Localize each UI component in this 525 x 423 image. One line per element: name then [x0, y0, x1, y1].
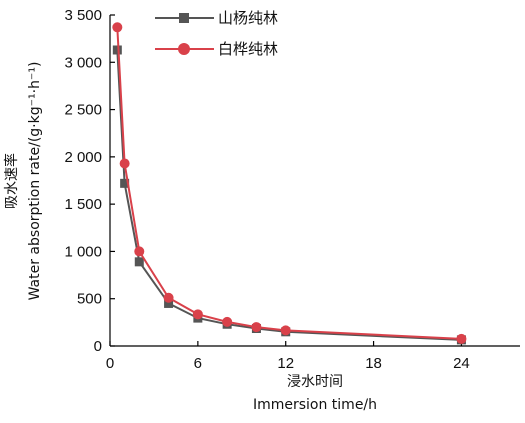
data-point-series-2 [251, 322, 262, 333]
y-axis-label-en: Water absorption rate/(g·kg⁻¹·h⁻¹) [27, 62, 43, 301]
data-point-series-1 [164, 298, 174, 308]
x-ticks: 0 6 12 18 24 [106, 341, 470, 372]
y-ticks: 0 500 1 000 1 500 2 000 2 500 3 000 3 500 [64, 7, 115, 355]
data-point-series-1 [112, 45, 122, 55]
legend: 山杨纯林 白桦纯林 [155, 9, 278, 58]
data-point-series-2 [134, 246, 145, 257]
data-point-series-2 [222, 316, 233, 327]
data-point-series-2 [192, 309, 203, 320]
y-tick-label: 0 [94, 338, 102, 355]
x-tick-label: 6 [194, 355, 202, 372]
legend-item-series-2: 白桦纯林 [155, 40, 278, 58]
legend-label-series-1: 山杨纯林 [218, 9, 278, 27]
legend-square-marker [179, 13, 189, 23]
legend-label-series-2: 白桦纯林 [218, 40, 278, 58]
y-axis-label-cn: 吸水速率 [3, 153, 20, 209]
x-axis-label-cn: 浸水时间 [287, 374, 343, 390]
y-tick-label: 3 500 [64, 7, 102, 24]
y-tick-label: 2 000 [64, 149, 102, 166]
y-tick-label: 2 500 [64, 102, 102, 119]
x-tick-label: 12 [277, 355, 294, 372]
y-tick-label: 3 000 [64, 54, 102, 71]
data-point-series-2 [119, 158, 130, 169]
legend-item-series-1: 山杨纯林 [155, 9, 278, 27]
x-tick-label: 24 [453, 355, 470, 372]
y-tick-label: 1 000 [64, 243, 102, 260]
x-tick-label: 18 [365, 355, 382, 372]
data-point-series-1 [120, 178, 130, 188]
data-point-series-2 [112, 22, 123, 33]
y-tick-label: 500 [77, 291, 102, 308]
x-axis-label-en: Immersion time/h [253, 397, 377, 413]
data-point-series-2 [163, 292, 174, 303]
x-tick-label: 0 [106, 355, 114, 372]
series-line-2 [116, 27, 462, 340]
legend-circle-marker [178, 43, 190, 55]
series-layer [112, 22, 467, 345]
data-point-series-1 [134, 257, 144, 267]
y-tick-label: 1 500 [64, 196, 102, 213]
data-point-series-2 [456, 333, 467, 344]
data-point-series-2 [280, 325, 291, 336]
axes [109, 15, 520, 347]
